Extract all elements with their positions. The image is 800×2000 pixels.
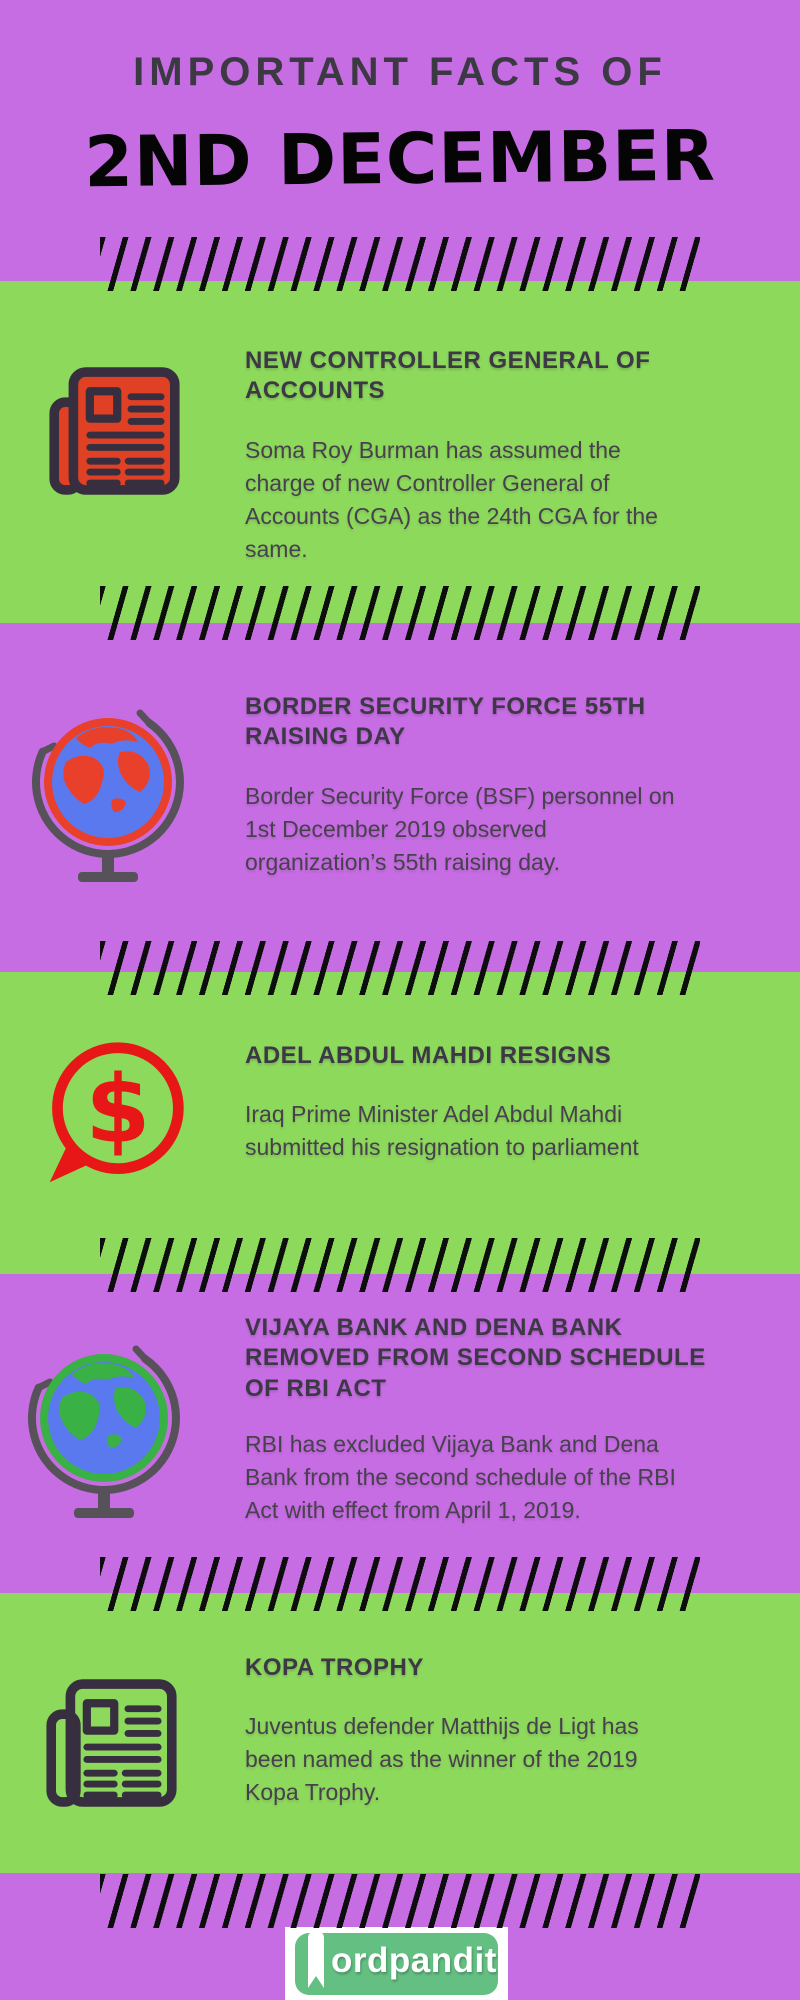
header-band: IMPORTANT FACTS OF 2ND DECEMBER [0, 0, 800, 281]
section-rbi-schedule: VIJAYA BANK AND DENA BANK REMOVED FROM S… [0, 1274, 800, 1593]
slash-divider [100, 1557, 700, 1611]
globe-red-icon [28, 700, 188, 890]
slash-divider [100, 941, 700, 995]
slash-divider [100, 1874, 700, 1928]
section-new-cga: NEW CONTROLLER GENERAL OF ACCOUNTS Soma … [0, 281, 800, 623]
wordpandit-logo: ordpandit [285, 1927, 508, 2000]
section-body: RBI has excluded Vijaya Bank and Dena Ba… [245, 1431, 676, 1524]
page-title: 2ND DECEMBER [83, 114, 717, 204]
header-kicker: IMPORTANT FACTS OF [133, 50, 667, 94]
section-headline: ADEL ABDUL MAHDI RESIGNS [245, 1042, 612, 1069]
section-body: Border Security Force (BSF) personnel on… [245, 782, 675, 875]
section-body: Juventus defender Matthijs de Ligt has b… [245, 1713, 639, 1806]
section-headline: VIJAYA BANK AND DENA BANK REMOVED FROM S… [245, 1314, 706, 1402]
section-kopa-trophy: KOPA TROPHY Juventus defender Matthijs d… [0, 1593, 800, 1873]
slash-divider [100, 237, 700, 291]
bookmark-icon [305, 1931, 327, 1994]
section-headline: NEW CONTROLLER GENERAL OF ACCOUNTS [245, 347, 651, 405]
slash-divider [100, 586, 700, 640]
logo-text: ordpandit [331, 1941, 497, 1980]
section-headline: BORDER SECURITY FORCE 55TH RAISING DAY [245, 693, 646, 751]
dollar-chat-icon: $ [36, 1036, 192, 1197]
newspaper-red-icon [46, 361, 183, 506]
globe-green-icon [24, 1336, 184, 1526]
section-body: Soma Roy Burman has assumed the charge o… [245, 436, 658, 562]
slash-divider [100, 1238, 700, 1292]
section-mahdi-resigns: $ ADEL ABDUL MAHDI RESIGNS Iraq Prime Mi… [0, 972, 800, 1274]
newspaper-dark-icon [43, 1673, 180, 1818]
section-bsf-raising-day: BORDER SECURITY FORCE 55TH RAISING DAY B… [0, 623, 800, 972]
logo-background [295, 1933, 498, 1995]
section-body: Iraq Prime Minister Adel Abdul Mahdi sub… [245, 1101, 639, 1161]
section-headline: KOPA TROPHY [245, 1654, 424, 1681]
svg-text:$: $ [85, 1055, 150, 1164]
